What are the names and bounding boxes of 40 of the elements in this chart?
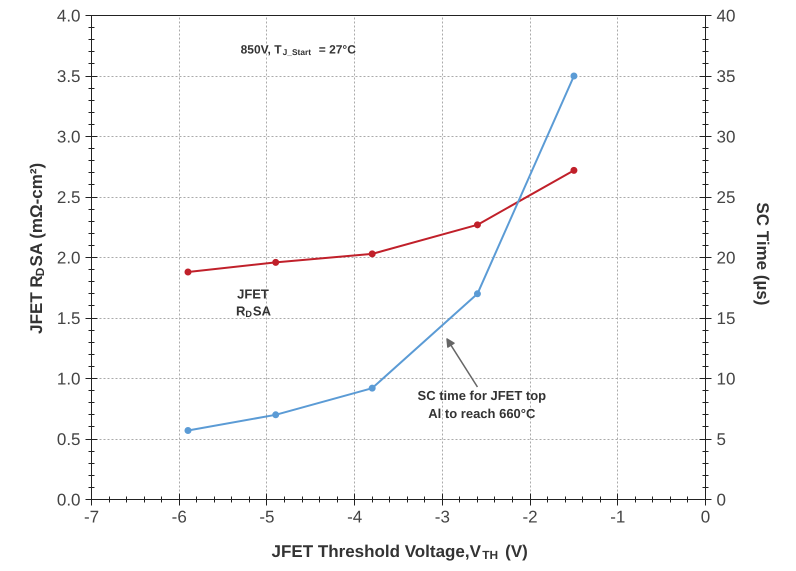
y2-tick-label: 20 xyxy=(716,248,736,268)
y2-tick-label: 25 xyxy=(716,188,736,207)
point xyxy=(272,258,280,266)
y-tick-label: 0.0 xyxy=(56,490,81,510)
x-tick-label: 0 xyxy=(700,508,710,526)
point xyxy=(474,290,481,298)
y-tick-label: 4.0 xyxy=(56,6,81,26)
y2-tick-label: 30 xyxy=(716,128,736,146)
point xyxy=(368,384,376,392)
y-tick-label: 1.0 xyxy=(56,370,81,388)
y2-tick-label: 10 xyxy=(716,370,736,388)
y-tick-label: 3.5 xyxy=(56,67,81,86)
x-tick-label: -1 xyxy=(610,508,626,526)
y-tick-label: 2.5 xyxy=(56,188,81,207)
point xyxy=(570,166,578,174)
y-tick-label: 0.5 xyxy=(56,430,81,449)
point xyxy=(272,411,280,418)
y-tick-label: 2.0 xyxy=(56,248,81,268)
x-tick-label: -3 xyxy=(434,508,450,526)
point xyxy=(474,221,481,228)
y-tick-label: 3.0 xyxy=(56,128,81,146)
x-tick-label: -5 xyxy=(259,508,274,526)
x-tick-label: -2 xyxy=(522,508,538,526)
x-tick-label: -4 xyxy=(347,508,362,526)
x-tick-label: -7 xyxy=(84,508,100,526)
point xyxy=(368,250,376,258)
text: SC time for JFET top Al to reach 660°C xyxy=(418,388,546,421)
y-axis-title: JFET RDSA (mΩ-cm²) xyxy=(27,162,48,334)
y2-tick-label: 35 xyxy=(716,67,736,86)
x-tick-label: -6 xyxy=(172,508,187,526)
series-label: JFET RDSA xyxy=(236,286,272,319)
y2-tick-label: 5 xyxy=(716,430,726,449)
y2-tick-label: 0 xyxy=(716,490,726,510)
point xyxy=(184,427,192,434)
y2-tick-label: 15 xyxy=(716,309,736,328)
y-tick-label: 1.5 xyxy=(56,309,81,328)
y2-tick-label: 40 xyxy=(716,6,736,26)
point xyxy=(570,72,578,80)
point xyxy=(184,268,192,276)
y2-axis-title: SC Time (µs) xyxy=(753,202,772,306)
